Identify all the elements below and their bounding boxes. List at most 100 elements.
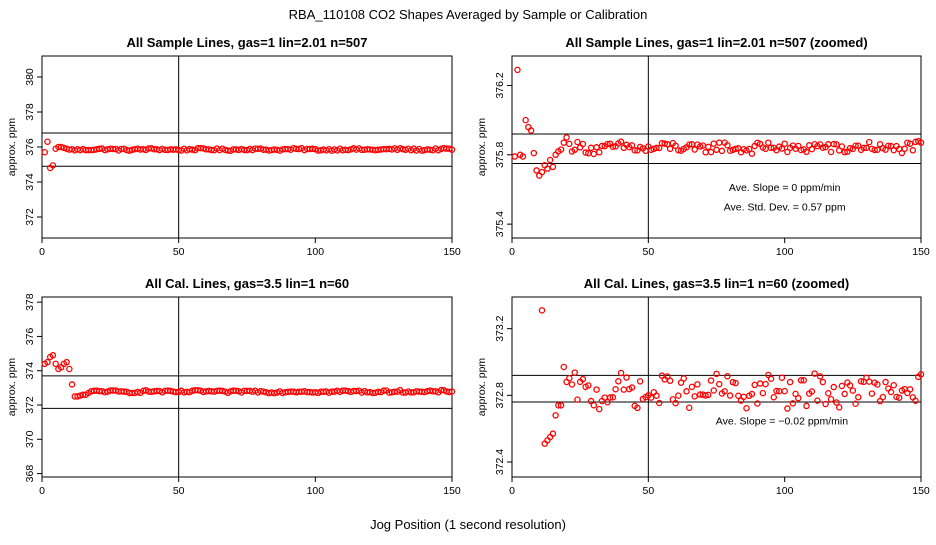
data-point: [582, 149, 589, 156]
data-point: [890, 381, 897, 389]
data-point: [609, 143, 617, 150]
plot-frame: [511, 296, 922, 478]
data-point: [574, 138, 581, 146]
data-point: [724, 372, 731, 380]
y-tick-label: 376.2: [494, 72, 506, 98]
data-point: [710, 387, 718, 394]
data-point: [803, 402, 810, 410]
data-point: [219, 387, 226, 395]
data-point: [590, 150, 598, 158]
data-point: [830, 383, 837, 391]
data-point: [344, 146, 352, 154]
data-point: [770, 393, 778, 401]
y-tick-label: 373.2: [494, 315, 506, 341]
y-tick-label: 368: [24, 465, 36, 483]
data-point: [751, 381, 758, 389]
data-point: [833, 399, 840, 406]
data-point: [707, 148, 715, 156]
data-point: [617, 138, 625, 145]
data-point: [906, 386, 914, 393]
data-point: [778, 374, 786, 381]
data-point: [555, 402, 562, 409]
x-tick-label: 100: [776, 485, 794, 497]
data-point: [511, 153, 518, 160]
x-tick-label: 150: [912, 485, 930, 497]
data-point: [721, 388, 728, 395]
data-point: [68, 381, 76, 388]
data-point: [885, 142, 892, 150]
data-point: [628, 384, 636, 391]
y-tick-label: 378: [24, 293, 36, 311]
data-point: [895, 394, 903, 401]
data-point: [846, 382, 854, 389]
data-point: [666, 377, 674, 385]
y-axis-label: approx. ppm: [476, 118, 488, 177]
data-point: [571, 146, 578, 154]
data-point: [615, 378, 622, 385]
data-point: [49, 352, 57, 359]
data-point: [745, 145, 753, 153]
data-point: [590, 401, 598, 409]
panel-p4: All Cal. Lines, gas=3.5 lin=1 n=60 (zoom…: [476, 276, 930, 497]
x-tick-label: 50: [173, 246, 185, 258]
x-tick-label: 50: [642, 485, 654, 497]
data-point: [522, 116, 529, 124]
y-tick-label: 376: [24, 328, 36, 346]
data-point: [571, 369, 578, 376]
data-point: [593, 386, 600, 393]
data-point: [909, 147, 917, 154]
data-point: [852, 142, 859, 150]
data-point: [655, 399, 663, 407]
x-tick-label: 0: [39, 246, 45, 258]
data-point: [732, 145, 739, 153]
data-point: [754, 400, 761, 407]
data-point: [672, 142, 679, 149]
data-point: [194, 386, 202, 394]
x-tick-label: 0: [39, 485, 45, 497]
series-points: [511, 66, 925, 179]
data-point: [849, 387, 857, 394]
data-point: [49, 162, 57, 169]
data-point: [732, 379, 739, 387]
data-point: [519, 153, 527, 160]
data-point: [827, 148, 835, 156]
data-point: [715, 139, 723, 146]
data-point: [713, 370, 720, 378]
data-point: [784, 405, 791, 412]
data-point: [702, 149, 709, 156]
data-point: [713, 146, 720, 154]
data-point: [767, 144, 775, 152]
data-point: [587, 144, 595, 152]
data-point: [691, 146, 698, 153]
data-point: [666, 145, 674, 153]
data-point: [653, 144, 660, 152]
data-point: [560, 363, 568, 371]
data-point: [675, 392, 682, 399]
data-point: [560, 139, 568, 146]
data-point: [800, 377, 808, 384]
x-tick-label: 50: [642, 246, 654, 258]
data-point: [852, 400, 859, 407]
data-point: [748, 390, 756, 398]
data-point: [563, 134, 570, 141]
data-point: [855, 393, 862, 401]
y-tick-label: 372: [24, 396, 36, 414]
data-point: [814, 397, 821, 404]
data-point: [702, 392, 709, 399]
data-point: [557, 402, 565, 409]
data-point: [748, 150, 756, 157]
data-point: [549, 430, 557, 437]
data-point: [808, 388, 816, 395]
panel-title: All Cal. Lines, gas=3.5 lin=1 n=60: [145, 276, 349, 291]
data-point: [574, 396, 581, 403]
data-point: [756, 380, 764, 387]
x-tick-label: 100: [307, 246, 325, 258]
data-point: [773, 387, 780, 395]
data-point: [604, 399, 611, 406]
data-point: [544, 165, 551, 172]
data-point: [691, 393, 698, 400]
plot-frame: [41, 296, 453, 478]
data-point: [874, 146, 881, 154]
data-point: [726, 392, 734, 399]
y-axis-label: approx. ppm: [6, 118, 18, 177]
